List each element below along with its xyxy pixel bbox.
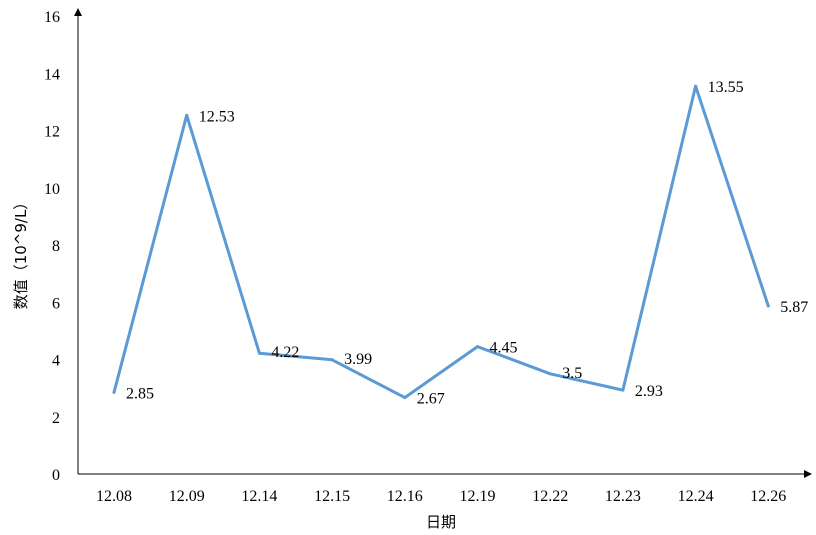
x-tick-label: 12.16 [387,488,423,505]
data-label: 4.22 [271,344,299,361]
x-tick-label: 12.22 [532,488,568,505]
data-point [694,84,698,88]
x-tick-label: 12.24 [678,488,714,505]
y-tick-label: 6 [52,295,60,312]
data-label: 2.93 [635,383,663,400]
data-point [621,388,625,392]
data-label: 13.55 [708,79,744,96]
y-tick-label: 8 [52,238,60,255]
x-axis-title: 日期 [426,513,456,531]
y-tick-label: 12 [44,124,60,141]
data-point [403,396,407,400]
y-tick-label: 16 [44,9,60,26]
data-labels: 2.85 12.53 4.22 3.99 2.67 4.45 3.5 2.93 13.55 5.8… [126,79,808,407]
series-line [112,84,770,400]
x-tick-label: 12.14 [241,488,277,505]
data-point [112,390,116,394]
series-layer [112,84,770,400]
data-label: 4.45 [490,340,518,357]
data-point [330,358,334,362]
data-label: 3.5 [562,365,582,382]
y-tick-label: 0 [52,467,60,484]
y-tick-labels: 0 2 4 6 8 10 12 14 16 [44,9,60,484]
data-point [185,113,189,117]
x-tick-labels: 12.08 12.09 12.14 12.15 12.16 12.19 12.22 12.23… [96,488,786,505]
y-tick-label: 4 [52,353,60,370]
x-tick-label: 12.15 [314,488,350,505]
data-label: 12.53 [199,108,235,125]
x-tick-label: 12.23 [605,488,641,505]
y-axis-title: 数值（10^9/L） [12,195,30,310]
data-point [548,372,552,376]
x-tick-label: 12.26 [750,488,786,505]
data-label: 5.87 [780,299,808,316]
y-tick-label: 14 [44,66,60,83]
y-tick-label: 10 [44,181,60,198]
x-tick-label: 12.08 [96,488,132,505]
data-point [476,345,479,349]
data-label: 3.99 [344,351,372,368]
y-tick-label: 2 [52,410,60,427]
data-label: 2.67 [417,391,445,408]
data-point [257,351,261,355]
x-tick-label: 12.19 [460,488,496,505]
x-tick-label: 12.09 [169,488,205,505]
data-label: 2.85 [126,385,154,402]
data-point [766,304,770,308]
